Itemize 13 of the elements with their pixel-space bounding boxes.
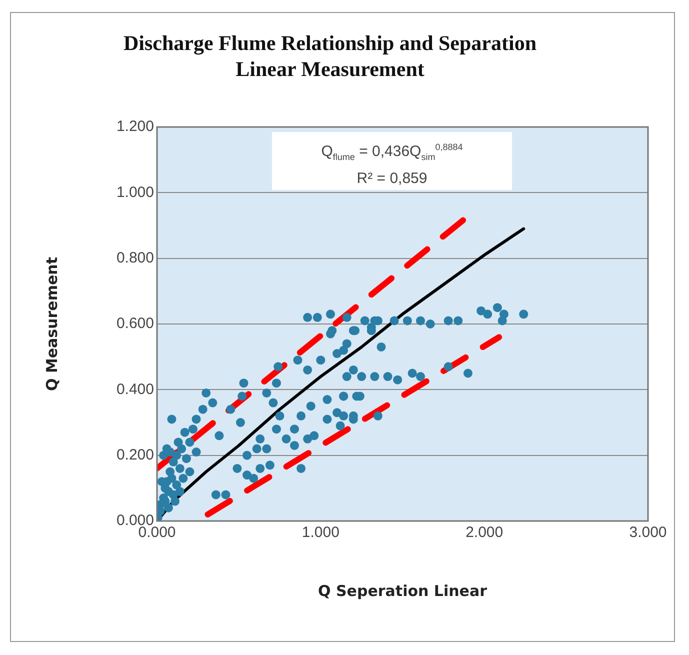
y-tick-label: 0.400 (116, 380, 154, 398)
chart-title: Discharge Flume Relationship and Separation Linear Measurement (122, 30, 538, 82)
x-tick-label: 2.000 (466, 524, 504, 542)
x-tick-label: 1.000 (302, 524, 340, 542)
y-tick-label: 0.200 (116, 446, 154, 464)
y-tick-label: 1.000 (116, 184, 154, 201)
x-axis-title: Q Seperation Linear (318, 582, 488, 600)
annotation: R² = 0,859 (356, 169, 428, 189)
x-tick-label: 3.000 (629, 524, 667, 542)
y-tick-label: 1.200 (116, 118, 154, 136)
y-tick-label: 0.800 (116, 249, 154, 266)
y-tick-label: 0.600 (116, 315, 154, 332)
y-axis-title: Q Measurement (42, 256, 61, 392)
